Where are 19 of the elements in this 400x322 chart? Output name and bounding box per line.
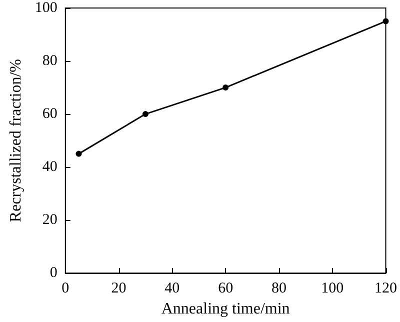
point: [382, 18, 389, 24]
y-tick-label: 20: [42, 212, 58, 228]
point: [76, 150, 82, 157]
y-axis-title: Recrystallized fraction/%: [8, 59, 24, 222]
x-tick-label: 100: [321, 280, 344, 297]
x-tick-label: 120: [374, 280, 397, 297]
point: [142, 111, 148, 118]
y-tick-label: 40: [42, 159, 58, 176]
x-axis-title: Annealing time/min: [161, 300, 290, 318]
x-tick-label: 80: [271, 280, 286, 297]
y-tick-label: 0: [50, 265, 58, 282]
y-tick-label: 80: [42, 53, 58, 70]
x-tick-label: 40: [164, 280, 180, 297]
point: [222, 84, 229, 91]
x-tick-label: 0: [62, 280, 70, 297]
x-tick-label: 20: [111, 280, 126, 297]
x-tick-label: 60: [218, 280, 234, 297]
y-tick-label: 60: [42, 106, 58, 122]
y-tick-label: 100: [34, 0, 58, 16]
